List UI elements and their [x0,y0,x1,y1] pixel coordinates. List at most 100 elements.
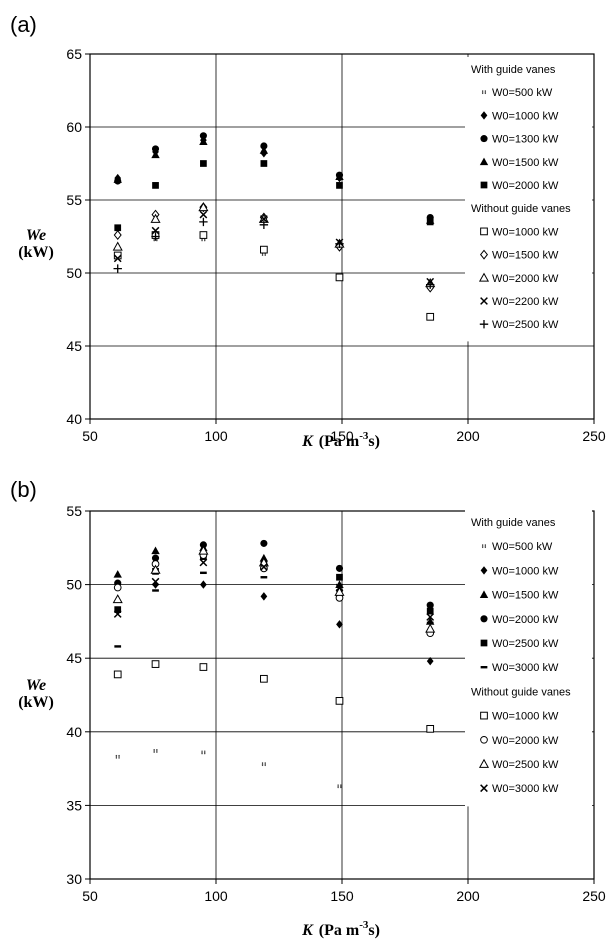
y-tick-label: 55 [66,503,82,519]
data-point [261,762,266,767]
y-tick-label: 60 [66,119,82,135]
legend-item-label: W0=1000 kW [492,711,559,723]
x-axis-label-unit-end: s) [368,433,380,450]
y-tick-label: 50 [66,577,82,593]
y-tick-label: 30 [66,871,82,887]
series-dots [115,749,342,789]
data-point [199,210,208,219]
y-tick-label: 45 [66,338,82,354]
legend: With guide vanes W0=500 kW W0=1000 kW W0=15… [465,510,592,807]
data-point [151,554,160,562]
legend-marker-x [480,297,488,305]
data-point [200,571,207,575]
legend-item-label: W0=3000 kW [492,662,559,674]
data-point [150,213,161,223]
data-point [260,674,268,683]
legend-item-label: W0=3000 kW [492,783,559,795]
data-point [198,545,209,555]
data-point [114,224,122,232]
legend-item-label: W0=500 kW [492,87,553,99]
data-point [113,230,122,241]
data-point [112,594,123,604]
data-point [113,570,122,578]
data-point [113,610,122,618]
data-point [335,273,344,282]
data-point [113,175,122,183]
chart-panel-a: (a) 40 45 50 55 60 65 50 100 150 200 250 We(kW) K (Pa … [10,12,606,450]
data-point [336,620,343,629]
x-axis-label-unit: (Pa m [319,433,360,450]
data-point [259,215,268,223]
legend-item-label: W0=1500 kW [492,590,559,602]
legend-marker-triangle-filled [479,157,489,166]
data-point [152,589,159,592]
legend-item-label: W0=2000 kW [492,180,559,192]
data-point [334,586,345,596]
series-x [113,558,435,621]
legend-marker-diamond-open [479,249,489,260]
data-point [335,239,344,248]
data-point [151,145,160,153]
data-point [153,749,158,753]
x-axis-label-variable: K [301,922,314,939]
x-axis-label-variable: K [301,433,314,450]
data-point [198,202,209,212]
data-point [260,592,268,601]
data-point [152,580,159,589]
legend-marker-square-open [480,711,488,720]
x-axis-label-superscript: -3 [359,919,369,931]
data-point [259,220,269,230]
legend-marker-circle-filled [480,135,488,143]
data-point [426,601,434,609]
data-point [112,241,123,251]
data-point [113,670,122,679]
legend-marker-x [480,784,488,793]
legend-marker-triangle-open [478,272,490,282]
x-axis-label: K (Pa m-3s) [301,430,380,450]
data-point [151,226,160,235]
legend-item-label: W0=2000 kW [492,735,559,747]
legend-marker-square-filled [480,639,488,647]
legend-marker-diamond-filled [480,111,488,120]
legend-marker-dots [481,544,487,549]
series-square-open [113,660,435,733]
data-point [113,254,122,263]
x-tick-label: 100 [204,888,228,904]
x-tick-label: 250 [582,888,606,904]
data-point [199,541,207,549]
data-point [337,784,342,789]
legend-group-header: Without guide vanes [471,686,571,698]
y-axis-label-unit: (kW) [18,694,54,711]
data-point [200,580,207,589]
data-point [336,573,343,581]
legend-item-label: W0=2200 kW [492,296,559,308]
legend-group-header: Without guide vanes [471,203,571,215]
legend-item-label: W0=2000 kW [492,273,559,285]
data-point [426,613,435,621]
x-tick-label: 150 [330,888,354,904]
data-point [114,606,122,613]
data-point [151,660,160,668]
legend-item-label: W0=1300 kW [492,134,559,146]
data-point [426,656,434,666]
data-point [199,231,208,239]
legend-item-label: W0=2500 kW [492,759,559,771]
legend-marker-circle-filled [480,615,488,623]
data-point [114,645,122,648]
y-axis-label-unit: (kW) [18,244,54,261]
legend-item-label: W0=500 kW [492,541,553,553]
legend-group-header: With guide vanes [471,517,556,529]
x-axis-label: K (Pa m-3s) [301,919,380,939]
legend-marker-dots [481,90,487,95]
y-tick-label: 55 [66,192,82,208]
x-tick-label: 100 [204,428,228,444]
legend-marker-triangle-open [478,758,490,768]
panel-label: (b) [10,477,37,502]
data-point [260,160,268,167]
data-point [426,280,435,289]
x-tick-label: 50 [82,428,98,444]
data-point [150,564,161,574]
legend-marker-circle-open [480,735,488,744]
panel-label: (a) [10,12,37,37]
data-point [199,137,208,145]
